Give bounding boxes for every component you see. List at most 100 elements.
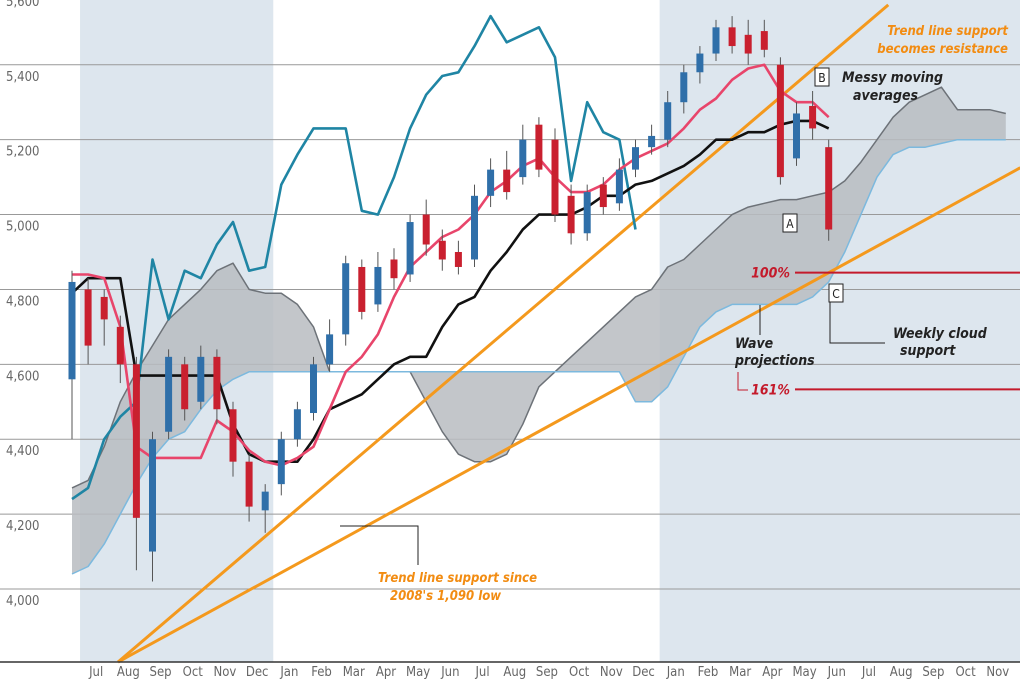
x-tick-label: Aug xyxy=(117,665,140,680)
x-tick-label: Apr xyxy=(376,665,396,680)
y-tick-label: 4,200 xyxy=(6,519,39,534)
x-tick-label: Nov xyxy=(986,665,1009,680)
x-tick-label: Oct xyxy=(569,665,590,680)
x-tick-label: Jan xyxy=(279,665,298,680)
candle-body xyxy=(132,364,140,518)
point-label: B xyxy=(818,71,825,85)
x-tick-label: Nov xyxy=(214,665,237,680)
cloud-fill xyxy=(72,87,1006,575)
candle-body xyxy=(100,296,108,320)
candle-body xyxy=(487,169,495,196)
candle-body xyxy=(519,139,527,178)
candle-body xyxy=(406,222,414,275)
candle-body xyxy=(760,31,768,50)
candle-body xyxy=(310,364,317,414)
candle-body xyxy=(358,266,366,312)
candles xyxy=(68,16,833,582)
candle-body xyxy=(68,281,76,380)
candle-body xyxy=(374,266,382,305)
x-tick-label: Aug xyxy=(890,665,913,680)
point-box xyxy=(828,283,844,303)
x-tick-label: Feb xyxy=(698,665,719,680)
candle-body xyxy=(277,439,285,485)
candle-body xyxy=(422,214,430,245)
point-box xyxy=(782,213,798,233)
annotation: projections xyxy=(734,353,815,369)
projections: 100% 161% xyxy=(751,266,1020,398)
candle-body xyxy=(438,240,446,260)
candle-body xyxy=(454,251,462,267)
annotation: 2008's 1,090 low xyxy=(390,589,501,604)
x-tick-label: Oct xyxy=(955,665,976,680)
annotation: becomes resistance xyxy=(877,42,1008,57)
candle-body xyxy=(84,289,92,346)
x-tick-label: Jun xyxy=(827,665,846,680)
cloud-span-b xyxy=(71,138,1006,575)
trend-line xyxy=(117,166,1020,664)
annotation: support xyxy=(900,343,956,359)
candle-body xyxy=(776,64,784,178)
candle-body xyxy=(149,439,156,552)
x-tick-label: Oct xyxy=(183,665,204,680)
candle-body xyxy=(229,409,237,462)
trend-lines xyxy=(117,3,1020,664)
x-tick-label: Mar xyxy=(729,665,751,680)
indicator-line xyxy=(71,14,637,501)
x-tick-label: Sep xyxy=(536,665,558,680)
annotation: averages xyxy=(853,88,919,104)
candle-body xyxy=(197,356,205,402)
candle-body xyxy=(728,27,736,47)
point-label: A xyxy=(786,217,794,231)
leader-line xyxy=(737,372,748,391)
x-tick-label: May xyxy=(792,665,816,680)
y-tick-label: 5,400 xyxy=(6,70,39,85)
x-tick-label: Jul xyxy=(861,665,876,680)
x-tick-label: Mar xyxy=(343,665,365,680)
x-tick-label: Dec xyxy=(632,665,655,680)
y-tick-label: 4,600 xyxy=(6,369,39,384)
x-tick-label: Apr xyxy=(762,665,782,680)
y-tick-label: 4,000 xyxy=(6,594,39,609)
cloud-span-a xyxy=(71,86,1006,489)
candle-body xyxy=(793,113,800,159)
leader-line xyxy=(340,525,419,565)
candle-body xyxy=(615,169,623,204)
x-tick-label: Jan xyxy=(666,665,685,680)
candle-body xyxy=(551,139,559,215)
x-tick-label: Jul xyxy=(88,665,103,680)
x-tick-label: Feb xyxy=(311,665,332,680)
candle-body xyxy=(712,27,720,54)
annotation: Messy moving xyxy=(842,70,943,86)
candle-body xyxy=(245,461,253,507)
candle-body xyxy=(342,263,350,335)
candle-body xyxy=(696,53,704,73)
annotations: Trend line support becomes resistance Me… xyxy=(340,24,1008,604)
candle-body xyxy=(261,491,269,511)
x-tick-label: May xyxy=(406,665,430,680)
candle-body xyxy=(535,124,543,170)
candle-body xyxy=(648,135,656,148)
annotation: Trend line support xyxy=(887,24,1008,39)
candle-body xyxy=(503,169,511,193)
candle-body xyxy=(680,72,688,103)
candle-body xyxy=(664,102,672,140)
annotation: Weekly cloud xyxy=(893,326,988,342)
x-tick-label: Sep xyxy=(922,665,944,680)
candle-body xyxy=(632,147,639,170)
candle-body xyxy=(326,334,334,365)
leader-line xyxy=(829,300,885,344)
candle-body xyxy=(390,259,398,279)
candle-body xyxy=(744,34,752,54)
point-box xyxy=(814,67,830,87)
y-tick-label: 5,200 xyxy=(6,145,39,160)
x-tick-label: Jul xyxy=(474,665,489,680)
projection-label: 161% xyxy=(751,382,790,398)
y-tick-label: 5,600 xyxy=(6,0,39,10)
trend-line xyxy=(117,3,890,664)
candle-body xyxy=(809,105,817,129)
cloud xyxy=(71,86,1006,575)
candle-body xyxy=(567,195,575,234)
candle-body xyxy=(165,356,173,432)
projection-label: 100% xyxy=(751,266,790,282)
